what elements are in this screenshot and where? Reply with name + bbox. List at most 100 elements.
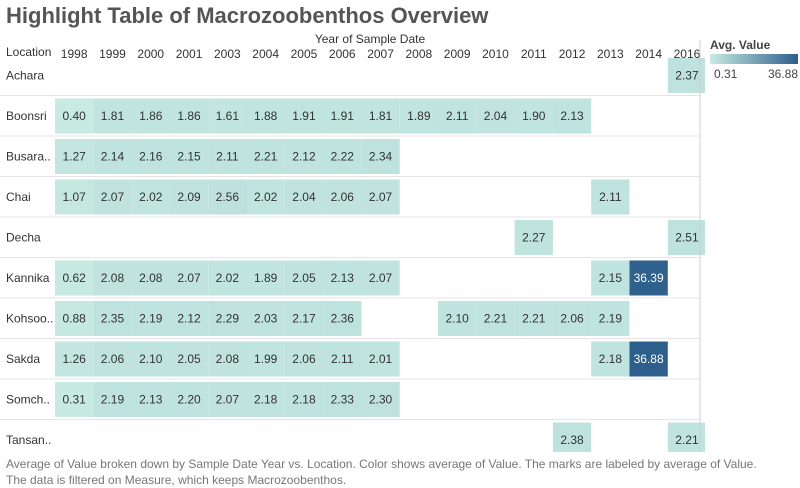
cell-value-label: 2.13 xyxy=(331,271,355,285)
table-cell xyxy=(208,98,247,134)
row-label: Boonsri xyxy=(6,109,47,123)
table-cell xyxy=(361,260,400,296)
row-label: Busara.. xyxy=(6,150,51,164)
table-cell xyxy=(55,301,94,336)
table-cell xyxy=(169,98,209,134)
column-label-2011: 2011 xyxy=(521,47,547,61)
table-cell xyxy=(131,382,170,417)
table-cell xyxy=(514,98,553,134)
row-label: Achara xyxy=(6,69,44,83)
table-cell xyxy=(169,382,209,417)
cell-value-label: 2.36 xyxy=(331,312,355,326)
table-cell xyxy=(399,98,438,134)
cell-value-label: 2.30 xyxy=(369,393,393,407)
cell-value-label: 1.89 xyxy=(254,271,278,285)
table-cell xyxy=(208,382,247,417)
table-cell xyxy=(552,98,592,134)
table-cell xyxy=(438,301,477,336)
table-cell xyxy=(591,179,630,215)
cell-value-label: 2.18 xyxy=(254,393,278,407)
table-cell xyxy=(476,98,515,134)
cell-value-label: 1.91 xyxy=(331,109,355,123)
cell-value-label: 2.02 xyxy=(216,271,240,285)
row-label: Kannika xyxy=(6,271,50,285)
column-label-2003: 2003 xyxy=(214,47,241,61)
table-cell xyxy=(591,260,630,296)
table-cell xyxy=(361,98,400,134)
cell-value-label: 2.29 xyxy=(216,312,240,326)
table-cell xyxy=(208,341,247,377)
cell-value-label: 2.06 xyxy=(560,312,584,326)
table-cell xyxy=(323,301,362,336)
table-cell xyxy=(55,382,94,417)
table-cell xyxy=(131,341,170,377)
column-label-1999: 1999 xyxy=(99,47,126,61)
table-cell xyxy=(55,98,94,134)
table-cell xyxy=(169,260,209,296)
cell-value-label: 2.04 xyxy=(292,190,316,204)
table-cell xyxy=(55,260,94,296)
table-cell xyxy=(361,341,400,377)
cell-value-label: 1.90 xyxy=(522,109,546,123)
column-label-2014: 2014 xyxy=(635,47,662,61)
table-cell xyxy=(246,341,285,377)
table-cell xyxy=(93,301,132,336)
cell-value-label: 1.89 xyxy=(407,109,431,123)
cell-value-label: 2.07 xyxy=(369,190,393,204)
table-cell xyxy=(93,260,132,296)
cell-value-label: 2.01 xyxy=(369,352,393,366)
cell-value-label: 2.56 xyxy=(216,190,240,204)
row-label: Decha xyxy=(6,231,41,245)
row-header-title: Location xyxy=(6,45,52,59)
cell-value-label: 1.81 xyxy=(369,109,393,123)
table-cell xyxy=(93,341,132,377)
row-label: Sakda xyxy=(6,352,40,366)
table-cell xyxy=(323,98,362,134)
table-cell xyxy=(169,179,209,215)
cell-value-label: 2.04 xyxy=(484,109,508,123)
column-header-title: Year of Sample Date xyxy=(314,32,426,46)
table-cell xyxy=(246,179,285,215)
cell-value-label: 2.13 xyxy=(139,393,163,407)
cell-value-label: 2.02 xyxy=(139,190,163,204)
cell-value-label: 2.14 xyxy=(101,150,125,164)
cell-value-label: 2.10 xyxy=(445,312,469,326)
table-cell xyxy=(667,58,705,93)
table-cell xyxy=(323,179,362,215)
cell-value-label: 2.37 xyxy=(675,69,699,83)
cell-value-label: 1.88 xyxy=(254,109,278,123)
cell-value-label: 2.06 xyxy=(331,190,355,204)
cell-value-label: 0.88 xyxy=(62,312,86,326)
column-label-2004: 2004 xyxy=(252,47,279,61)
cell-value-label: 2.11 xyxy=(446,109,469,123)
row-label: Kohsoo.. xyxy=(6,312,53,326)
table-cell xyxy=(323,260,362,296)
table-cell xyxy=(361,179,400,215)
cell-value-label: 2.19 xyxy=(139,312,163,326)
table-cell xyxy=(246,301,285,336)
cell-value-label: 1.99 xyxy=(254,352,278,366)
cell-value-label: 0.62 xyxy=(62,271,86,285)
column-label-2009: 2009 xyxy=(444,47,471,61)
table-cell xyxy=(55,139,94,174)
table-cell xyxy=(284,98,324,134)
table-cell xyxy=(284,139,324,174)
cell-value-label: 2.06 xyxy=(101,352,125,366)
cell-value-label: 36.39 xyxy=(634,271,664,285)
table-cell xyxy=(208,301,247,336)
legend-color-ramp xyxy=(710,54,798,64)
chart-caption: Average of Value broken down by Sample D… xyxy=(6,457,757,487)
cell-value-label: 2.21 xyxy=(254,150,278,164)
cell-value-label: 2.09 xyxy=(177,190,201,204)
table-cell xyxy=(169,341,209,377)
table-cell xyxy=(93,98,132,134)
table-cell xyxy=(591,301,630,336)
cell-value-label: 2.21 xyxy=(484,312,508,326)
row-label: Tansan.. xyxy=(6,433,51,447)
table-cell xyxy=(361,139,400,174)
cell-value-label: 2.35 xyxy=(101,312,125,326)
cell-value-label: 2.11 xyxy=(599,190,622,204)
table-cell xyxy=(667,422,705,452)
cell-value-label: 1.26 xyxy=(62,352,86,366)
cell-value-label: 2.18 xyxy=(599,352,623,366)
